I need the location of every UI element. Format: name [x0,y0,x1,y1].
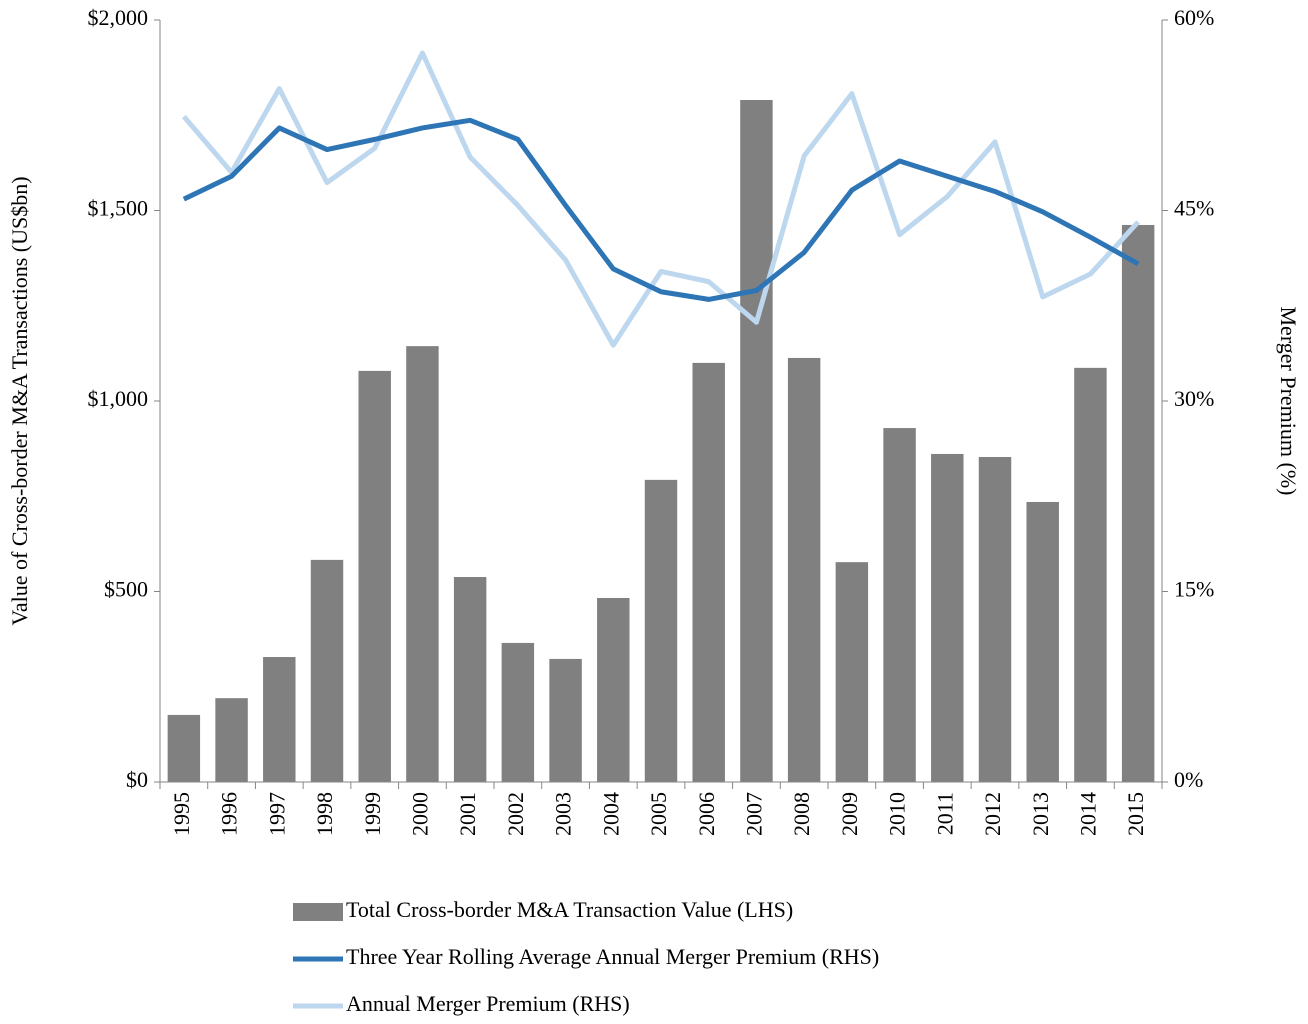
bar [740,100,773,782]
bar [1074,367,1107,782]
bar [931,453,964,782]
legend-label: Three Year Rolling Average Annual Merger… [346,944,879,969]
x-tick-label: 2001 [455,792,480,836]
x-tick-label: 1996 [217,792,242,836]
y2-tick-label: 45% [1174,196,1214,221]
y2-tick-label: 0% [1174,767,1203,792]
bar [167,714,201,782]
x-tick-label: 2002 [503,792,528,836]
bar [692,362,725,782]
bar [501,642,535,782]
legend-label: Total Cross-border M&A Transaction Value… [346,897,793,922]
x-tick-label: 2005 [646,792,671,836]
bar [358,370,391,782]
y2-tick-label: 30% [1174,386,1214,411]
bar [263,657,296,782]
x-tick-label: 2000 [407,792,432,836]
x-tick-label: 2011 [932,792,957,835]
x-tick-label: 1999 [360,792,385,836]
bar [883,428,916,782]
bar [406,346,439,782]
line [182,117,1140,302]
bar [835,562,869,782]
y-tick-label: $1,000 [88,386,149,411]
x-tick-label: 2013 [1028,792,1053,836]
bar [644,479,678,782]
y-axis-title: Value of Cross-border M&A Transactions (… [7,176,32,625]
bar [1026,501,1059,782]
x-tick-label: 2009 [837,792,862,836]
x-tick-label: 2012 [980,792,1005,836]
bar [310,559,344,782]
line [181,50,1140,348]
y2-axis-title: Merger Premium (%) [1276,307,1301,496]
x-tick-label: 2004 [598,792,623,836]
y-tick-label: $500 [104,577,148,602]
x-tick-label: 2007 [741,792,766,836]
bar [215,698,248,782]
x-tick-label: 2015 [1123,792,1148,836]
legend-swatch [293,903,343,921]
x-tick-label: 2014 [1075,792,1100,836]
x-tick-label: 2008 [789,792,814,836]
x-tick-label: 2006 [694,792,719,836]
y-tick-label: $1,500 [88,196,149,221]
bar [978,457,1012,782]
bar [597,597,630,782]
x-tick-label: 1995 [169,792,194,836]
x-tick-label: 2010 [885,792,910,836]
x-tick-label: 1998 [312,792,337,836]
y2-tick-label: 60% [1174,5,1214,30]
y2-tick-label: 15% [1174,577,1214,602]
x-tick-label: 1997 [264,792,289,836]
bar [549,658,582,782]
bar [1121,224,1155,782]
y-tick-label: $0 [126,767,148,792]
bar [787,357,821,782]
bar [453,577,487,782]
x-tick-label: 2003 [551,792,576,836]
legend-label: Annual Merger Premium (RHS) [346,991,630,1016]
y-tick-label: $2,000 [88,5,149,30]
